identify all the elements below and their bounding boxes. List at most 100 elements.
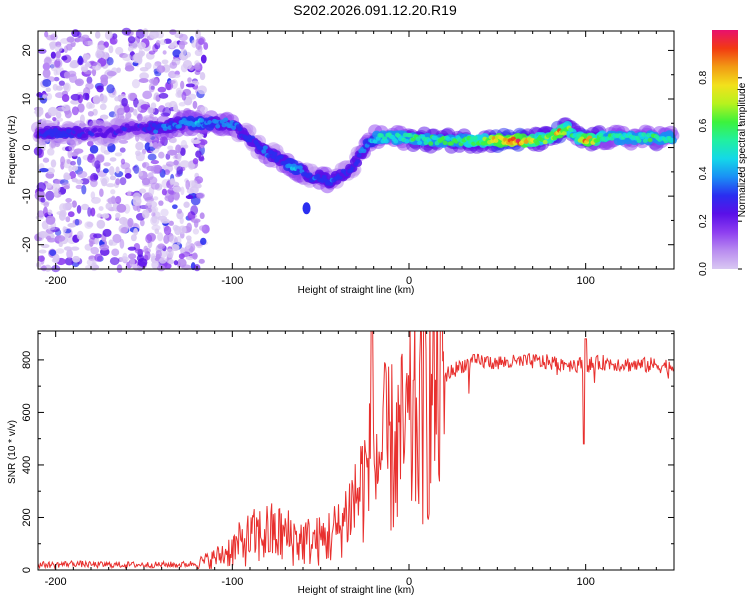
heatmap-cell-439	[150, 160, 159, 165]
heatmap-cell-805	[169, 42, 175, 49]
heatmap-cell-608	[104, 30, 113, 40]
heatmap-cell-780	[70, 246, 80, 251]
heatmap-cell-568	[192, 100, 198, 110]
heatmap-cell-1947	[428, 141, 434, 146]
heatmap-cell-712	[52, 117, 57, 122]
heatmap-cell-499	[110, 189, 116, 195]
heatmap-cell-671	[55, 248, 65, 254]
heatmap-cell-789	[45, 182, 53, 189]
heatmap-cell-203	[109, 257, 120, 266]
heatmap-cell-743	[90, 61, 98, 66]
heatmap-cell-611	[71, 106, 79, 116]
y-tick-label-3: 10	[21, 93, 33, 105]
colorbar-tick-label-2: 0.4	[698, 166, 709, 180]
heatmap-cell-808	[155, 249, 162, 259]
heatmap-cell-422	[169, 61, 178, 69]
snr-y-ticks: 0 200 400 600 800	[21, 333, 674, 573]
heatmap-cell-687	[178, 102, 186, 107]
heatmap-cell-733	[65, 198, 72, 203]
x-tick-label-0: -200	[45, 275, 67, 287]
heatmap-cell-290	[77, 103, 85, 113]
heatmap-cell-639	[185, 241, 191, 250]
heatmap-cell-598	[45, 190, 55, 201]
heatmap-cell-726	[180, 80, 185, 90]
heatmap-cell-731	[71, 151, 79, 156]
heatmap-cell-337	[158, 257, 167, 264]
heatmap-cell-698	[35, 106, 44, 117]
heatmap-cell-620	[86, 101, 93, 109]
heatmap-cell-874	[132, 108, 138, 116]
heatmap-cell-755	[74, 78, 84, 87]
heatmap-cell-272	[45, 87, 51, 93]
heatmap-cell-610	[93, 233, 103, 239]
heatmap-cell-832	[135, 141, 144, 151]
heatmap-cell-13	[144, 196, 155, 203]
heatmap-cell-133	[53, 76, 60, 82]
chart-title: S202.2026.091.12.20.R19	[293, 2, 457, 18]
heatmap-cell-792	[61, 94, 70, 103]
heatmap-cell-581	[101, 213, 110, 219]
heatmap-cell-760	[124, 65, 135, 72]
spectrogram-x-label: Height of straight line (km)	[298, 285, 415, 296]
heatmap-cell-492	[84, 221, 93, 229]
heatmap-cell-866	[137, 50, 144, 59]
heatmap-cell-303	[144, 62, 152, 70]
heatmap-cell-44	[75, 184, 83, 190]
heatmap-cell-572	[108, 241, 118, 246]
heatmap-cell-784	[42, 68, 51, 78]
heatmap-cell-211	[103, 162, 111, 167]
heatmap-cell-857	[173, 104, 179, 113]
snr-x-tick-label-1: -100	[221, 576, 243, 588]
heatmap-cell-801	[68, 202, 73, 209]
heatmap-cell-861	[100, 144, 106, 154]
heatmap-cell-898	[132, 196, 142, 207]
heatmap-cell-571	[169, 29, 177, 35]
heatmap-cell-707	[64, 246, 72, 251]
heatmap-cell-2025	[552, 135, 558, 141]
snr-x-tick-label-3: 100	[576, 576, 594, 588]
x-tick-label-3: 100	[576, 275, 594, 287]
heatmap-cell-487	[90, 246, 100, 255]
snr-x-ticks: -200 -100 0 100	[45, 331, 675, 588]
heatmap-cell-86	[86, 76, 93, 84]
heatmap-cell-708	[194, 29, 201, 40]
heatmap-cell-624	[151, 212, 156, 217]
heatmap-cell-601	[129, 257, 135, 267]
heatmap-cell-526	[59, 203, 67, 213]
heatmap-cell-640	[119, 238, 125, 249]
heatmap-cell-1871	[307, 172, 313, 177]
heatmap-cell-456	[53, 58, 63, 69]
heatmap-cell-691	[127, 217, 134, 228]
heatmap-cell-1842	[261, 149, 267, 154]
heatmap-cell-1884	[328, 181, 334, 186]
heatmap-cell-788	[138, 78, 149, 83]
heatmap-cell-655	[196, 192, 205, 199]
heatmap-cell-344	[81, 203, 90, 211]
heatmap-cell-668	[138, 188, 147, 194]
heatmap-cell-36	[198, 258, 205, 264]
heatmap-cell-266	[179, 160, 190, 168]
heatmap-cell-794	[109, 37, 118, 45]
heatmap-cell-791	[58, 80, 65, 86]
heatmap-cell-1843	[262, 145, 268, 150]
heatmap-cell-817	[42, 78, 52, 87]
heatmap-cell-740	[89, 240, 94, 247]
heatmap-cell-798	[68, 144, 75, 152]
heatmap-cell-436	[194, 49, 203, 57]
heatmap-cell-1902	[356, 153, 362, 158]
heatmap-cell-796	[40, 197, 46, 203]
heatmap-cell-701	[76, 156, 82, 166]
heatmap-cell-441	[148, 82, 155, 93]
colorbar: 0.0 0.2 0.4 0.6 0.8 Normalized spectral ampl…	[698, 30, 748, 276]
heatmap-cell-1956	[442, 140, 448, 145]
heatmap-cell-1901	[355, 159, 361, 164]
heatmap-cell-210	[64, 257, 74, 266]
heatmap-cell-727	[160, 218, 170, 224]
heatmap-cell-890	[43, 206, 48, 216]
heatmap-cell-2054	[598, 133, 604, 138]
heatmap-cell-2022	[547, 138, 553, 144]
heatmap-cell-561	[55, 234, 66, 242]
heatmap-cell-547	[68, 165, 73, 173]
heatmap-cell-741	[81, 34, 90, 40]
heatmap-cell-400	[173, 159, 179, 166]
